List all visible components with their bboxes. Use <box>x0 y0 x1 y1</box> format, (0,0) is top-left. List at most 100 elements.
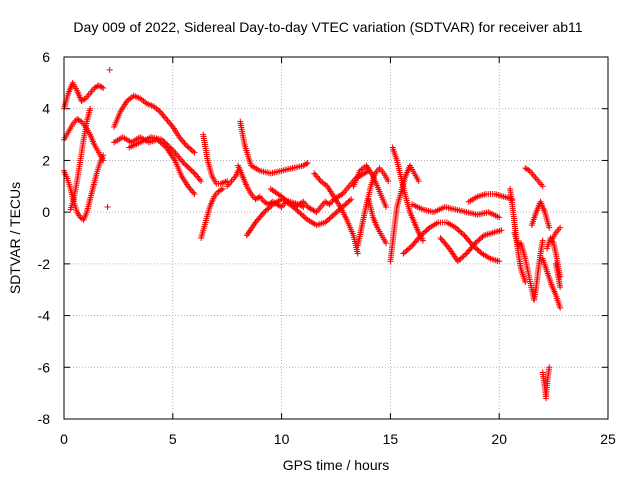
data-point <box>343 200 350 207</box>
data-point <box>304 160 311 167</box>
data-point <box>303 160 310 167</box>
data-point <box>345 198 352 205</box>
data-point <box>87 105 94 112</box>
data-point <box>291 205 298 212</box>
data-point <box>76 117 83 124</box>
data-point <box>266 203 273 210</box>
data-point <box>546 224 553 231</box>
data-point <box>539 237 546 244</box>
data-point <box>473 238 480 245</box>
data-point <box>282 197 289 204</box>
data-point <box>457 228 464 235</box>
data-point <box>285 200 292 207</box>
y-tick-label: -4 <box>38 308 51 324</box>
data-point <box>522 278 529 285</box>
data-point <box>459 231 466 238</box>
data-point <box>188 187 195 194</box>
y-tick-label: 6 <box>42 49 50 65</box>
data-point <box>160 138 167 145</box>
data-point <box>322 219 329 226</box>
data-point <box>401 249 408 256</box>
data-point <box>281 196 288 203</box>
data-point <box>400 250 407 257</box>
data-point <box>557 304 564 311</box>
data-point <box>192 171 199 178</box>
data-point <box>329 213 336 220</box>
data-point <box>296 209 303 216</box>
data-point <box>190 148 197 155</box>
data-point <box>311 170 318 177</box>
data-point <box>158 136 165 143</box>
data-point <box>297 210 304 217</box>
data-point <box>104 203 111 210</box>
data-point <box>312 171 319 178</box>
data-point <box>325 200 332 207</box>
data-point <box>168 145 175 152</box>
data-point <box>460 253 467 260</box>
data-point <box>294 207 301 214</box>
y-axis-label: SDTVAR / TECUs <box>7 182 23 294</box>
data-point <box>100 85 107 92</box>
data-point <box>546 364 553 371</box>
data-point <box>187 145 194 152</box>
data-point <box>290 203 297 210</box>
data-point <box>255 194 262 201</box>
data-point <box>342 201 349 208</box>
data-point <box>164 117 171 124</box>
data-point <box>293 206 300 213</box>
data-point <box>167 120 174 127</box>
y-tick-label: 0 <box>42 204 50 220</box>
data-point <box>420 229 427 236</box>
data-point <box>278 193 285 200</box>
data-point <box>496 258 503 265</box>
data-point <box>186 165 193 172</box>
data-point <box>184 163 191 170</box>
data-point <box>354 250 361 257</box>
data-point <box>477 249 484 256</box>
data-point <box>416 233 423 240</box>
data-point <box>190 169 197 176</box>
data-point <box>219 185 226 192</box>
data-point <box>455 227 462 234</box>
y-tick-label: -6 <box>38 359 51 375</box>
data-point <box>81 96 88 103</box>
y-tick-label: 4 <box>42 101 50 117</box>
x-tick-label: 25 <box>600 431 616 447</box>
grid-lines <box>64 57 608 419</box>
data-point <box>496 214 503 221</box>
data-point <box>159 111 166 118</box>
data-point <box>383 240 390 247</box>
data-point <box>191 149 198 156</box>
data-point <box>195 175 202 182</box>
data-point <box>557 284 564 291</box>
data-point <box>196 176 203 183</box>
data-point <box>458 229 465 236</box>
data-point <box>330 211 337 218</box>
data-point <box>407 244 414 251</box>
data-point <box>190 189 197 196</box>
data-point <box>288 202 295 209</box>
data-point <box>180 160 187 167</box>
x-tick-label: 15 <box>383 431 399 447</box>
data-point <box>404 246 411 253</box>
data-point <box>182 141 189 148</box>
x-tick-label: 10 <box>274 431 290 447</box>
data-point <box>332 210 339 217</box>
data-point <box>525 166 532 173</box>
data-point <box>475 247 482 254</box>
data-point <box>456 256 463 263</box>
data-point <box>184 143 191 150</box>
x-tick-label: 5 <box>169 431 177 447</box>
data-point <box>333 209 340 216</box>
data-point <box>167 144 174 151</box>
data-point <box>163 116 170 123</box>
data-point <box>164 141 171 148</box>
data-point <box>303 215 310 222</box>
data-point <box>187 166 194 173</box>
data-point <box>475 237 482 244</box>
data-point <box>280 194 287 201</box>
data-point <box>457 255 464 262</box>
data-point <box>182 161 189 168</box>
data-point <box>185 144 192 151</box>
data-point <box>444 243 451 250</box>
